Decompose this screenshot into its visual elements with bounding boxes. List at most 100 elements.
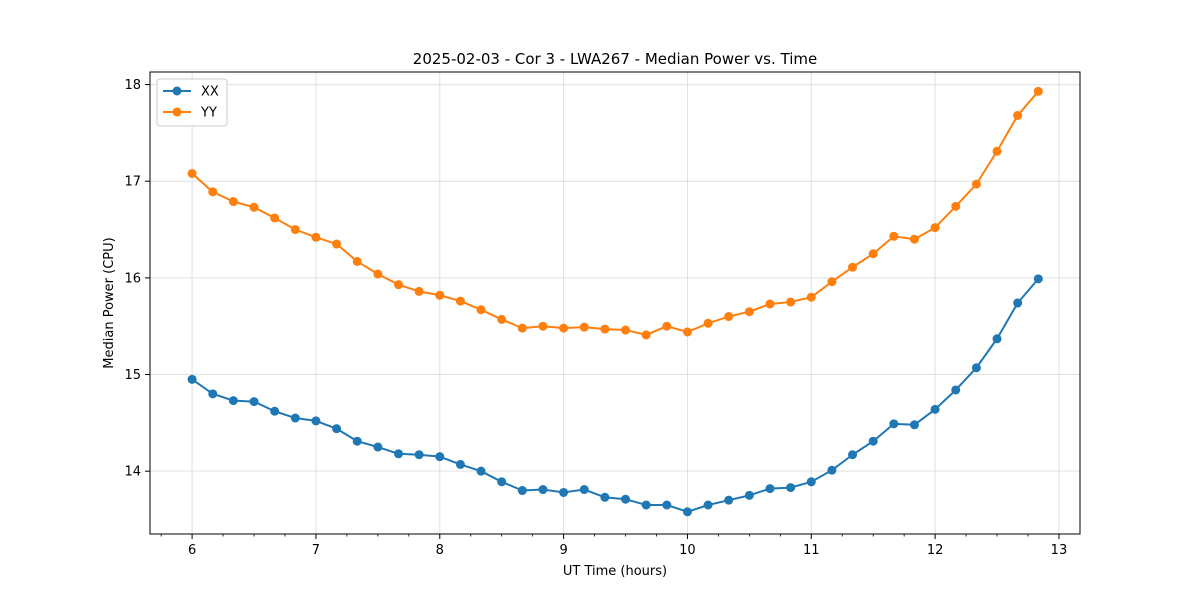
data-point-yy	[517, 323, 527, 333]
data-point-xx	[373, 442, 383, 452]
data-point-xx	[559, 487, 569, 497]
chart-title: 2025-02-03 - Cor 3 - LWA267 - Median Pow…	[413, 50, 817, 68]
data-point-yy	[724, 312, 734, 322]
data-point-yy	[641, 330, 651, 340]
data-point-yy	[744, 307, 754, 317]
data-point-yy	[889, 231, 899, 241]
data-point-xx	[538, 485, 548, 495]
data-point-yy	[352, 256, 362, 266]
data-point-xx	[249, 397, 259, 407]
data-point-xx	[208, 389, 218, 399]
grid	[150, 72, 1080, 534]
data-point-yy	[394, 280, 403, 290]
data-point-xx	[971, 363, 981, 373]
y-tick-label: 18	[124, 78, 141, 93]
data-point-yy	[270, 213, 280, 223]
data-point-yy	[559, 323, 569, 333]
data-point-xx	[1033, 274, 1043, 284]
data-point-xx	[848, 450, 858, 460]
legend-marker-yy	[172, 107, 182, 117]
data-point-yy	[765, 299, 775, 309]
x-tick-label: 11	[803, 543, 820, 558]
data-point-xx	[187, 374, 197, 384]
x-tick-label: 7	[312, 543, 320, 558]
data-point-yy	[332, 239, 342, 249]
data-point-xx	[744, 490, 754, 500]
x-tick-label: 9	[559, 543, 567, 558]
data-point-xx	[889, 419, 899, 429]
data-point-xx	[641, 500, 651, 510]
data-point-yy	[311, 232, 321, 242]
data-point-yy	[662, 321, 672, 331]
y-tick-label: 14	[124, 465, 141, 480]
data-point-yy	[786, 297, 796, 307]
data-point-yy	[435, 290, 445, 300]
x-tick-label: 6	[188, 543, 196, 558]
data-point-yy	[703, 318, 713, 328]
data-point-yy	[1033, 86, 1043, 96]
data-point-yy	[600, 324, 610, 334]
data-point-yy	[187, 168, 197, 178]
x-tick-label: 12	[927, 543, 944, 558]
data-point-xx	[517, 486, 527, 496]
data-point-xx	[930, 404, 940, 414]
data-point-xx	[270, 406, 280, 416]
y-axis-label: Median Power (CPU)	[102, 237, 117, 368]
data-point-xx	[435, 452, 445, 462]
y-tick-label: 16	[124, 271, 141, 286]
data-point-yy	[971, 179, 981, 189]
legend-marker-xx	[172, 86, 182, 96]
data-point-xx	[662, 500, 672, 510]
data-point-yy	[414, 286, 424, 296]
data-point-xx	[868, 436, 878, 446]
legend: XX YY	[156, 78, 228, 127]
data-point-xx	[497, 477, 507, 487]
ticks: 6 7 8 9 10 11 12 13 14 15 16 17 18	[124, 78, 1067, 558]
data-point-xx	[414, 450, 424, 460]
data-point-xx	[311, 416, 321, 426]
data-point-xx	[455, 459, 465, 469]
data-point-yy	[249, 202, 259, 212]
data-point-xx	[579, 485, 589, 495]
data-point-yy	[682, 327, 692, 337]
data-point-yy	[951, 201, 961, 211]
x-axis-label: UT Time (hours)	[563, 564, 667, 579]
data-point-yy	[579, 322, 589, 332]
y-tick-label: 15	[124, 368, 141, 383]
data-point-xx	[765, 484, 775, 494]
data-point-yy	[373, 269, 383, 279]
x-tick-label: 10	[679, 543, 696, 558]
data-point-xx	[786, 483, 796, 493]
legend-label-xx: XX	[201, 85, 219, 100]
data-point-xx	[724, 495, 734, 505]
data-point-yy	[476, 305, 486, 315]
x-tick-label: 8	[436, 543, 444, 558]
data-point-xx	[290, 413, 300, 423]
y-tick-label: 17	[124, 175, 141, 190]
data-point-yy	[868, 249, 878, 259]
data-point-xx	[621, 494, 631, 504]
data-point-yy	[455, 296, 465, 306]
data-point-yy	[621, 325, 631, 335]
data-point-yy	[1013, 110, 1023, 120]
data-point-xx	[600, 492, 610, 502]
data-point-xx	[228, 396, 238, 406]
data-point-yy	[290, 225, 300, 235]
data-point-yy	[806, 292, 816, 302]
data-point-yy	[992, 146, 1002, 156]
legend-label-yy: YY	[200, 106, 217, 121]
data-point-xx	[352, 436, 362, 446]
data-point-yy	[909, 234, 919, 244]
data-point-yy	[228, 197, 238, 207]
data-point-xx	[827, 465, 837, 475]
data-point-xx	[1013, 298, 1023, 308]
data-point-xx	[394, 449, 403, 459]
data-point-xx	[951, 385, 961, 395]
plot-frame	[149, 71, 1081, 535]
x-tick-label: 13	[1051, 543, 1068, 558]
data-point-xx	[806, 477, 816, 487]
data-point-xx	[703, 500, 713, 510]
data-point-xx	[682, 507, 692, 517]
data-point-yy	[497, 314, 507, 324]
